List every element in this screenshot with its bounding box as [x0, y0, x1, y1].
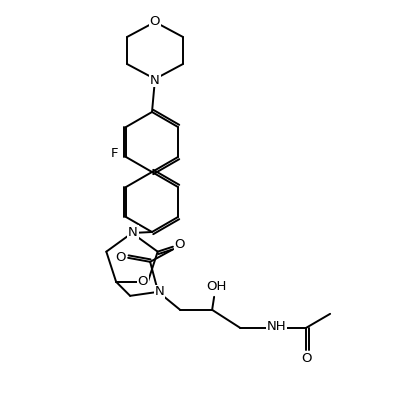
Text: O: O: [138, 275, 148, 288]
Text: NH: NH: [266, 321, 286, 333]
Text: O: O: [150, 14, 160, 28]
Text: N: N: [154, 286, 164, 298]
Text: F: F: [110, 147, 118, 159]
Text: N: N: [128, 225, 138, 239]
Text: O: O: [174, 238, 185, 251]
Text: N: N: [150, 73, 160, 87]
Text: OH: OH: [206, 280, 226, 293]
Text: O: O: [301, 352, 311, 365]
Text: O: O: [115, 251, 125, 265]
